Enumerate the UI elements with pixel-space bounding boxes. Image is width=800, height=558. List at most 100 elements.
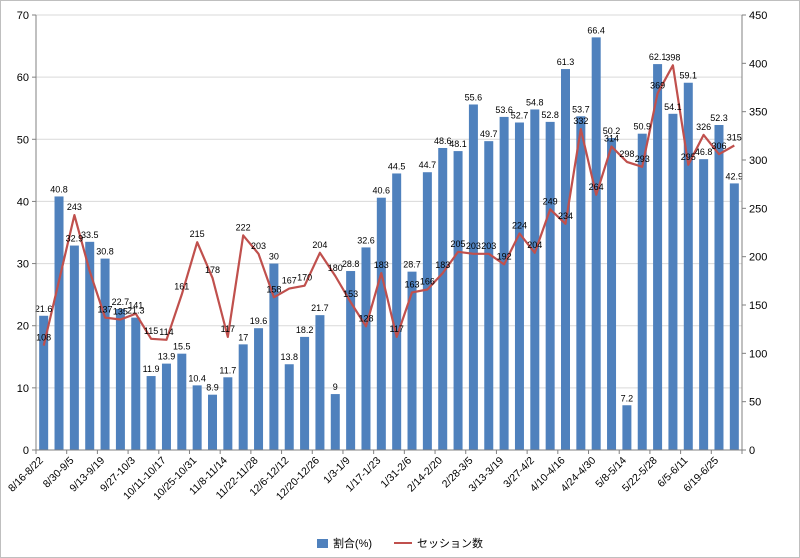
chart-text: 9 [333, 382, 338, 392]
bar [422, 172, 432, 450]
chart-text: 30 [17, 259, 29, 271]
chart-text: 22.7 [112, 297, 130, 307]
chart-text: 306 [711, 141, 726, 151]
chart-text: 300 [749, 155, 767, 167]
chart-text: 183 [374, 260, 389, 270]
chart-text: 100 [749, 348, 767, 360]
chart-text: 49.7 [480, 129, 498, 139]
bar [85, 241, 95, 450]
session-line [42, 64, 735, 346]
chart-text: 222 [236, 222, 251, 232]
bar [131, 317, 141, 450]
bar [330, 394, 340, 450]
chart-text: 44.5 [388, 161, 406, 171]
chart-text: 13.9 [158, 352, 176, 362]
chart-text: 28.8 [342, 259, 360, 269]
chart-text: 0 [749, 445, 755, 457]
line-series-swatch-icon [394, 542, 413, 544]
chart-text: 0 [23, 445, 29, 457]
chart-text: 54.8 [526, 97, 544, 107]
bar [223, 377, 233, 450]
chart-text: 234 [558, 211, 573, 221]
bar [622, 405, 632, 450]
chart-text: 60 [17, 72, 29, 84]
chart-text: 21.7 [311, 303, 329, 313]
chart-text: 204 [312, 240, 327, 250]
bar [346, 271, 356, 450]
bar [161, 363, 171, 450]
chart-text: 398 [665, 52, 680, 62]
bar [637, 133, 647, 450]
chart-text: 158 [266, 284, 281, 294]
bar [254, 328, 264, 450]
chart-text: 50.9 [633, 122, 651, 132]
chart-text: 53.7 [572, 104, 590, 114]
chart-text: 114 [159, 327, 173, 337]
bar [269, 263, 279, 450]
chart-text: 10.4 [188, 373, 206, 383]
line-series-label: セッション数 [417, 538, 484, 550]
axes: 0 10 20 30 40 50 60 70 0 50 100 150 200 250 300 350 400 4… [17, 10, 768, 457]
chart-text: 183 [435, 260, 450, 270]
bar [683, 82, 693, 450]
bar [607, 138, 617, 451]
legend-item-sessions: セッション数 [394, 535, 483, 551]
chart-text: 11.7 [219, 365, 236, 375]
chart-text: 11.9 [143, 364, 160, 374]
bar [146, 376, 156, 450]
chart-text: 369 [650, 80, 665, 90]
chart-text: 161 [174, 281, 189, 291]
chart-text: 137 [98, 305, 113, 315]
chart-text: 62.1 [649, 52, 667, 62]
chart-text: 250 [749, 203, 767, 215]
bar [453, 151, 463, 451]
bar [284, 364, 294, 450]
chart-text: 8.9 [206, 383, 219, 393]
bar [499, 116, 509, 451]
bar [530, 109, 540, 450]
chart-text: 117 [221, 324, 235, 334]
chart-text: 243 [67, 202, 82, 212]
bar [238, 344, 248, 450]
bar-series-label: 割合(%) [332, 538, 373, 550]
chart-text: 215 [190, 229, 205, 239]
bar [468, 104, 478, 450]
chart-text: 264 [589, 182, 604, 192]
chart-text: 52.7 [511, 111, 529, 121]
chart-legend: 割合(%) セッション数 [1, 535, 799, 551]
chart-text: 314 [604, 133, 619, 143]
bar [177, 353, 187, 450]
bar [100, 258, 110, 450]
bar [561, 69, 570, 451]
chart-text: 293 [635, 154, 650, 164]
chart-text: 200 [749, 252, 767, 264]
chart-text: 295 [681, 152, 696, 162]
chart-text: 192 [497, 251, 512, 261]
chart-text: 128 [358, 313, 373, 323]
chart-text: 117 [389, 324, 403, 334]
chart-text: 249 [543, 196, 558, 206]
bar [653, 64, 663, 450]
chart-text: 166 [420, 277, 435, 287]
chart-text: 40 [17, 196, 29, 208]
chart-text: 46.8 [695, 147, 713, 157]
chart-text: 42.9 [726, 171, 744, 181]
chart-text: 30 [269, 252, 279, 262]
bar [576, 116, 586, 451]
bar-series-swatch-icon [316, 538, 328, 548]
bar-data-labels: 21.6 40.8 32.933.5 30.8 22.721.3 11.9 13.915.5… [35, 25, 743, 403]
bar [208, 394, 217, 450]
bar [315, 315, 325, 450]
chart-text: 204 [527, 240, 542, 250]
chart-text: 108 [36, 333, 51, 343]
chart-text: 203 [466, 241, 481, 251]
chart-text: 326 [696, 122, 711, 132]
bar [39, 315, 49, 450]
bar [729, 183, 739, 450]
chart-text: 141 [128, 301, 143, 311]
chart-text: 40.8 [50, 184, 68, 194]
chart-text: 400 [749, 58, 767, 70]
chart-text: 44.7 [419, 160, 437, 170]
bar [668, 113, 678, 451]
